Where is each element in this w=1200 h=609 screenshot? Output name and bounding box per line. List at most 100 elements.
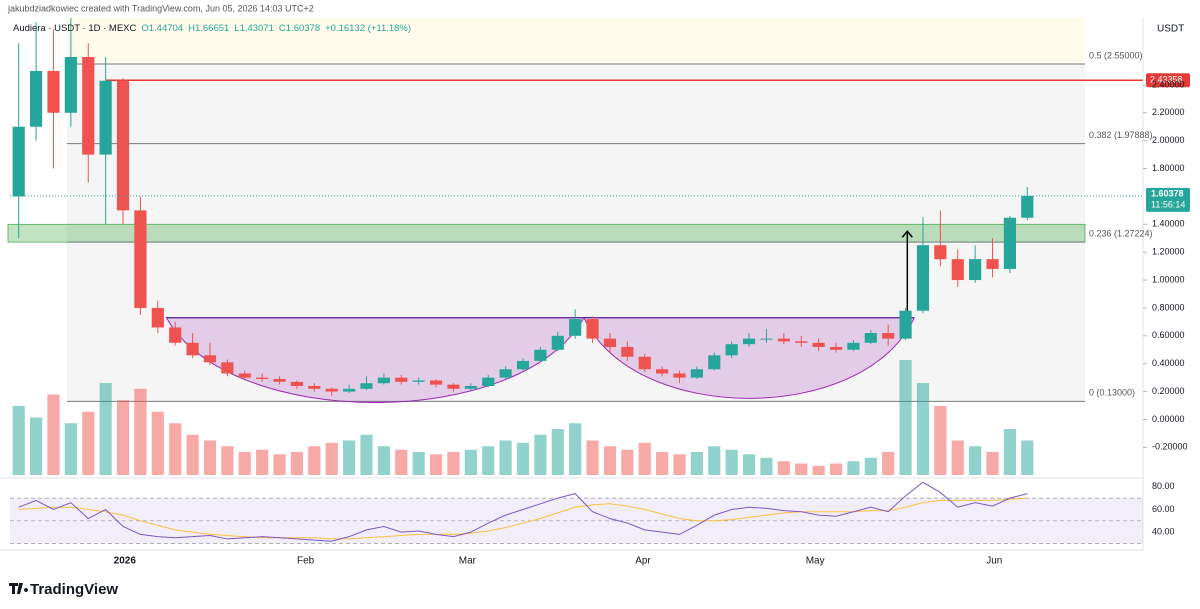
volume-bar [934, 406, 947, 475]
volume-bar [882, 452, 895, 475]
candle-body [603, 338, 617, 347]
volume-bar [134, 388, 147, 475]
last-price-tag [1146, 187, 1190, 212]
volume-bar [586, 440, 599, 475]
candle-body [360, 383, 373, 389]
volume-bar [777, 461, 790, 475]
candle-body [169, 327, 182, 343]
rsi-line [18, 481, 1028, 542]
volume-bar [256, 449, 269, 475]
volume-bar [569, 423, 582, 475]
volume-bar [812, 465, 825, 475]
volume-bar [47, 394, 60, 475]
candle-body [551, 335, 564, 350]
volume-bar [29, 417, 43, 475]
volume-bar [516, 442, 530, 475]
candle-body [621, 346, 634, 357]
candle-body [638, 356, 651, 370]
candle-body [64, 57, 77, 113]
candle-body [82, 57, 95, 155]
volume-bar [795, 463, 808, 475]
candle-body [29, 70, 43, 127]
x-tick-label: Jun [986, 556, 1002, 567]
legend-item: O1.44704 [141, 23, 183, 34]
volume-bar [325, 442, 338, 475]
candle-body [134, 210, 147, 308]
volume-bar [429, 454, 443, 475]
candle-body [464, 386, 477, 389]
volume-bar [499, 440, 512, 475]
volume-bar [725, 449, 738, 475]
legend-item: Audiera · USDT · 1D · MEXC [13, 23, 136, 34]
volume-bar [864, 457, 877, 475]
volume-bar [12, 406, 25, 475]
volume-bar [690, 452, 703, 475]
candle-body [186, 342, 199, 356]
candle-body [760, 338, 773, 340]
legend-item: H1.66651 [188, 23, 229, 34]
candle-body [325, 388, 338, 392]
volume-bar [969, 446, 982, 475]
x-tick-label: May [806, 556, 825, 567]
candle-body [429, 380, 443, 385]
rsi-ma-line [18, 497, 1028, 540]
candle-body [308, 386, 321, 389]
volume-bar [899, 360, 912, 475]
y-tick-label: 1.40000 [1152, 219, 1185, 229]
volume-bar [673, 454, 686, 475]
brand: TradingView [30, 581, 118, 598]
legend: Audiera · USDT · 1D · MEXC O1.44704 H1.666… [13, 23, 411, 34]
candle-body [412, 380, 425, 382]
volume-bar [656, 452, 669, 475]
candle-body [777, 338, 790, 342]
candle-body [690, 369, 703, 378]
volume-bar [64, 423, 77, 475]
candle-body [256, 377, 269, 380]
rsi-tick-label: 40.00 [1152, 527, 1175, 537]
volume-bar [290, 452, 304, 475]
candle-body [882, 333, 895, 339]
volume-bar [273, 454, 286, 475]
candle-body [203, 355, 217, 363]
breakout-arrow [901, 230, 913, 311]
candle-body [899, 310, 912, 339]
candle-body [99, 80, 112, 155]
candle-body [238, 373, 251, 378]
volume-bar [829, 463, 843, 475]
volume-bar [203, 440, 217, 475]
countdown: 11:56:14 [1151, 199, 1185, 209]
candle-body [1021, 195, 1034, 218]
volume-bar [847, 461, 860, 475]
volume-bar [151, 411, 164, 475]
y-tick-label: 1.20000 [1152, 247, 1185, 257]
volume-bar [638, 442, 651, 475]
candle-body [725, 344, 738, 356]
fib-label: 0.236 (1.27224) [1089, 228, 1153, 238]
fib-label: 0.382 (1.97888) [1089, 130, 1153, 140]
candle-body [290, 381, 304, 386]
y-tick-label: 0.60000 [1152, 330, 1185, 340]
x-tick-label: Mar [459, 556, 477, 567]
volume-bar [1021, 440, 1034, 475]
y-tick-label: 2.20000 [1152, 107, 1185, 117]
candle-body [395, 377, 408, 382]
rsi-tick-label: 80.00 [1152, 481, 1175, 491]
candle-body [969, 259, 982, 281]
candle-body [812, 342, 825, 347]
fib-label: 0 (0.13000) [1089, 388, 1135, 398]
x-tick-label: Apr [635, 556, 651, 567]
candle-body [499, 369, 512, 378]
volume-bar [464, 449, 477, 475]
y-tick-label: -0.20000 [1152, 442, 1188, 452]
volume-bar [412, 452, 425, 475]
upper-band [67, 18, 1085, 64]
volume-bar [99, 383, 112, 475]
y-tick-label: 0.20000 [1152, 386, 1185, 396]
legend-item: C1.60378 [279, 23, 320, 34]
candle-body [343, 388, 356, 392]
candle-body [795, 341, 808, 343]
volume-bar [343, 440, 356, 475]
volume-bar [1003, 429, 1017, 475]
fib-band [67, 64, 1085, 402]
